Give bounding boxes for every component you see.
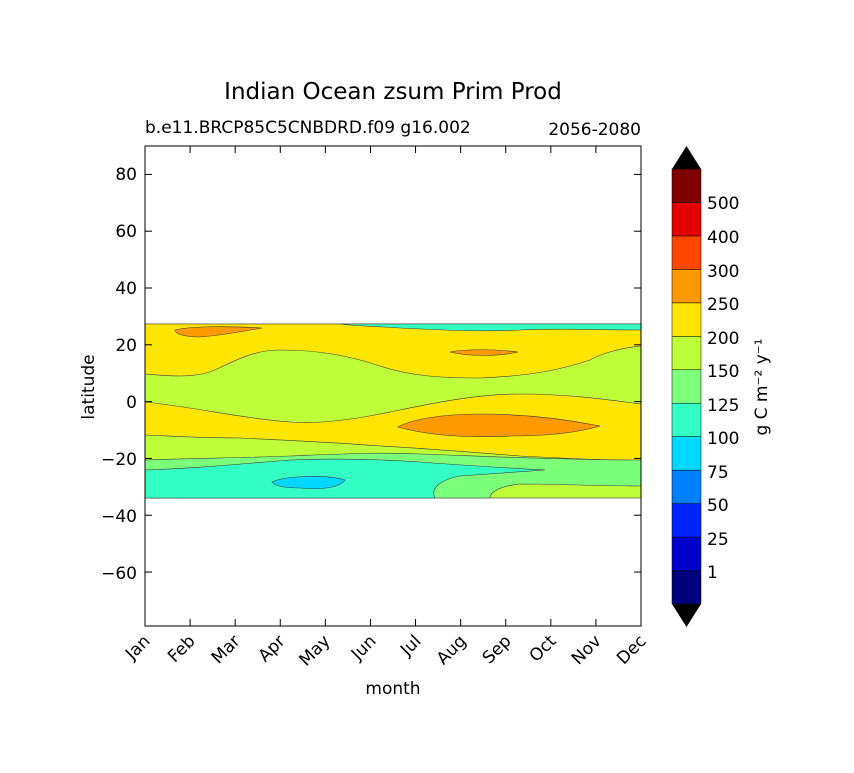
colorbar-extend-under	[672, 604, 701, 627]
colorbar-tick-label: 250	[707, 295, 739, 315]
y-tick-label: 80	[115, 165, 137, 185]
x-tick-marks	[144, 146, 642, 626]
colorbar-tick-label: 100	[707, 429, 739, 449]
y-axis: 80 60 40 20 0 −20 −40 −60	[101, 165, 137, 584]
colorbar-labels: 1 25 50 75 100 125 150 200 250 300 400 5…	[707, 194, 739, 583]
colorbar-tick-label: 1	[707, 563, 718, 583]
x-axis-label: month	[365, 679, 420, 699]
colorbar-segment	[671, 469, 702, 504]
colorbar-segment	[671, 336, 702, 371]
chart-subtitle-left: b.e11.BRCP85C5CNBDRD.f09 g16.002	[145, 118, 471, 138]
contour-band-north-200	[145, 323, 641, 379]
colorbar-tick-label: 50	[707, 496, 729, 516]
colorbar-extend-over	[672, 146, 701, 169]
y-tick-label: 0	[126, 393, 137, 413]
y-tick-label: −20	[101, 450, 137, 470]
chart-title: Indian Ocean zsum Prim Prod	[224, 79, 562, 105]
contour-fill	[145, 323, 641, 499]
y-tick-label: −40	[101, 507, 137, 527]
contour-blob-75	[271, 476, 346, 490]
colorbar-segment	[671, 168, 702, 203]
colorbar-tick-label: 500	[707, 194, 739, 214]
colorbar-tick-label: 75	[707, 463, 729, 483]
colorbar-segment	[671, 536, 702, 571]
y-tick-label: 20	[115, 336, 137, 356]
contour-blob-300-south	[397, 413, 601, 437]
y-axis-label: latitude	[79, 354, 99, 419]
colorbar-tick-label: 400	[707, 228, 739, 248]
colorbar-tick-label: 300	[707, 262, 739, 282]
contour-blob-300-north-aug	[449, 349, 519, 356]
y-tick-label: 60	[115, 222, 137, 242]
colorbar-segment	[671, 436, 702, 471]
y-tick-marks	[145, 173, 641, 573]
y-tick-label: −60	[101, 564, 137, 584]
colorbar-tick-label: 200	[707, 329, 739, 349]
contour-strip-north-edge	[339, 323, 641, 332]
colorbar-segment	[671, 570, 702, 605]
colorbar-segment	[671, 369, 702, 404]
colorbar-segment	[671, 503, 702, 538]
colorbar-segment	[671, 269, 702, 304]
colorbar	[671, 146, 702, 627]
colorbar-label: g C m⁻² y⁻¹	[752, 338, 772, 435]
y-tick-label: 40	[115, 279, 137, 299]
colorbar-tick-label: 125	[707, 396, 739, 416]
colorbar-segment	[671, 202, 702, 237]
colorbar-segment	[671, 302, 702, 337]
colorbar-segment	[671, 402, 702, 437]
colorbar-segment	[671, 235, 702, 270]
plot-frame	[144, 145, 642, 627]
colorbar-tick-label: 150	[707, 362, 739, 382]
contour-band-100	[145, 458, 546, 499]
colorbar-tick-label: 25	[707, 530, 729, 550]
contour-band-south-200	[145, 393, 641, 462]
contour-blob-300-north-west	[174, 326, 263, 338]
chart-subtitle-right: 2056-2080	[548, 120, 641, 140]
